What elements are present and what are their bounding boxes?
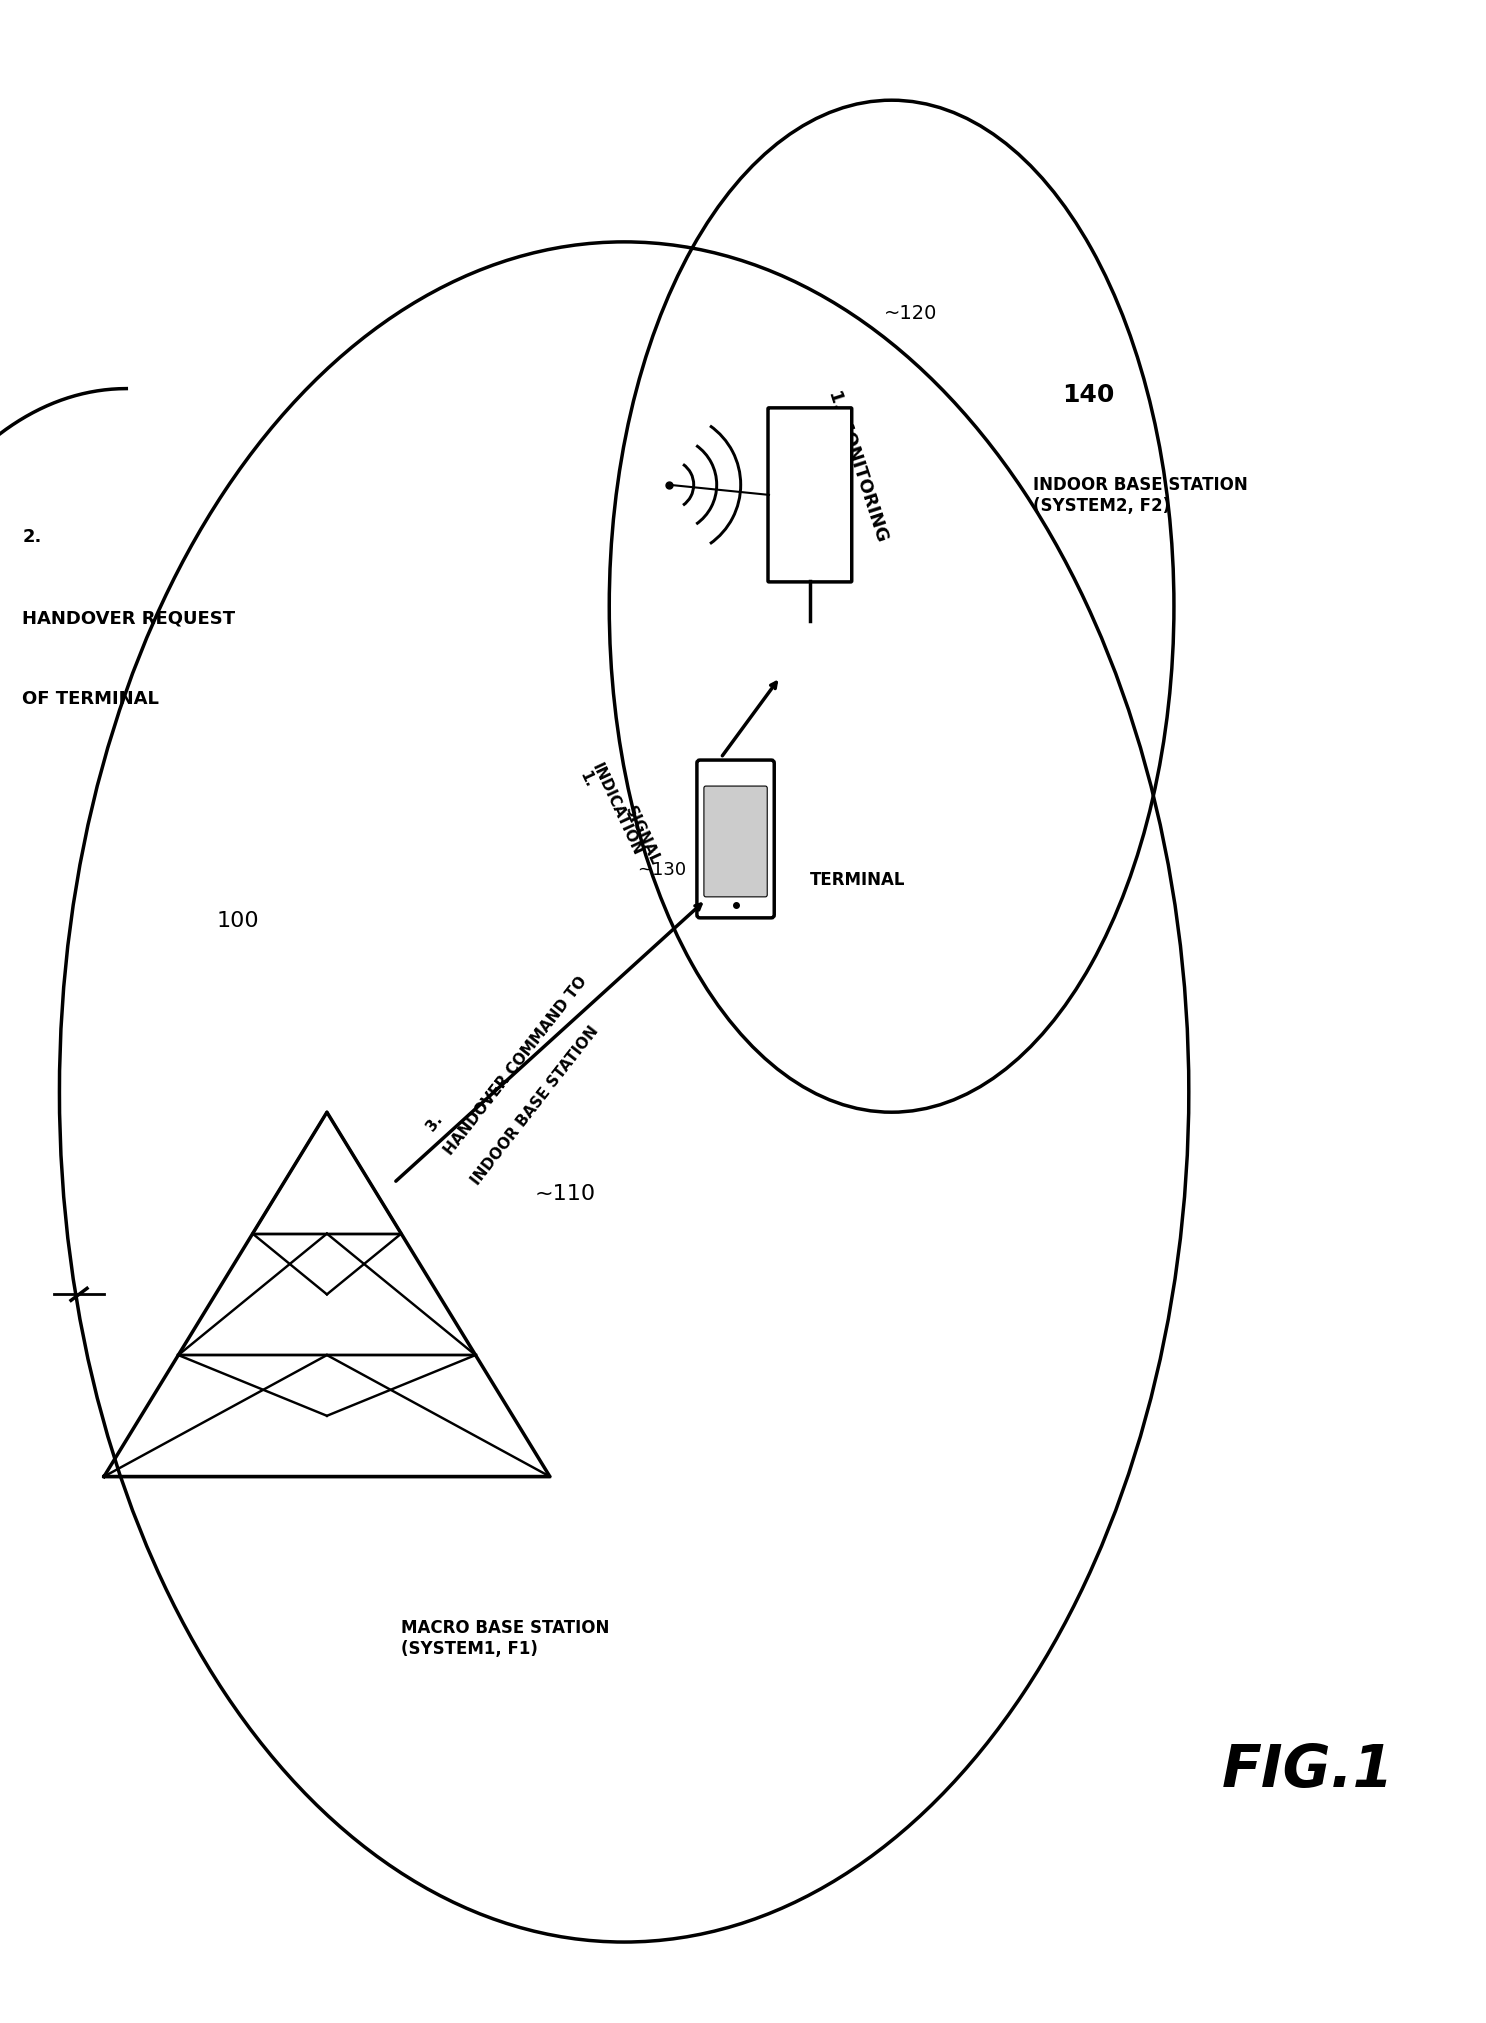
Text: INDICATION: INDICATION bbox=[588, 761, 645, 858]
Text: 100: 100 bbox=[217, 910, 259, 931]
Text: MACRO BASE STATION
(SYSTEM1, F1): MACRO BASE STATION (SYSTEM1, F1) bbox=[401, 1618, 609, 1657]
Text: FIG.1: FIG.1 bbox=[1221, 1742, 1394, 1798]
FancyBboxPatch shape bbox=[768, 409, 851, 583]
Text: HANDOVER REQUEST: HANDOVER REQUEST bbox=[22, 609, 235, 627]
Text: 3.: 3. bbox=[424, 1111, 446, 1133]
Text: 2.: 2. bbox=[22, 528, 42, 546]
Text: INDOOR BASE STATION
(SYSTEM2, F2): INDOOR BASE STATION (SYSTEM2, F2) bbox=[1033, 475, 1248, 516]
Text: HANDOVER COMMAND TO: HANDOVER COMMAND TO bbox=[441, 973, 590, 1157]
Text: OF TERMINAL: OF TERMINAL bbox=[22, 690, 159, 708]
Text: ~120: ~120 bbox=[884, 303, 938, 324]
FancyBboxPatch shape bbox=[704, 787, 767, 898]
FancyBboxPatch shape bbox=[697, 761, 774, 918]
Text: ~130: ~130 bbox=[636, 862, 687, 878]
Text: INDOOR BASE STATION: INDOOR BASE STATION bbox=[468, 1024, 602, 1188]
Text: 1. MONITORING: 1. MONITORING bbox=[825, 386, 890, 544]
Text: 140: 140 bbox=[1062, 382, 1114, 407]
Text: TERMINAL: TERMINAL bbox=[810, 872, 905, 888]
Text: SIGNAL: SIGNAL bbox=[621, 803, 663, 868]
Text: 1.: 1. bbox=[577, 769, 597, 789]
Text: ~110: ~110 bbox=[535, 1183, 596, 1204]
